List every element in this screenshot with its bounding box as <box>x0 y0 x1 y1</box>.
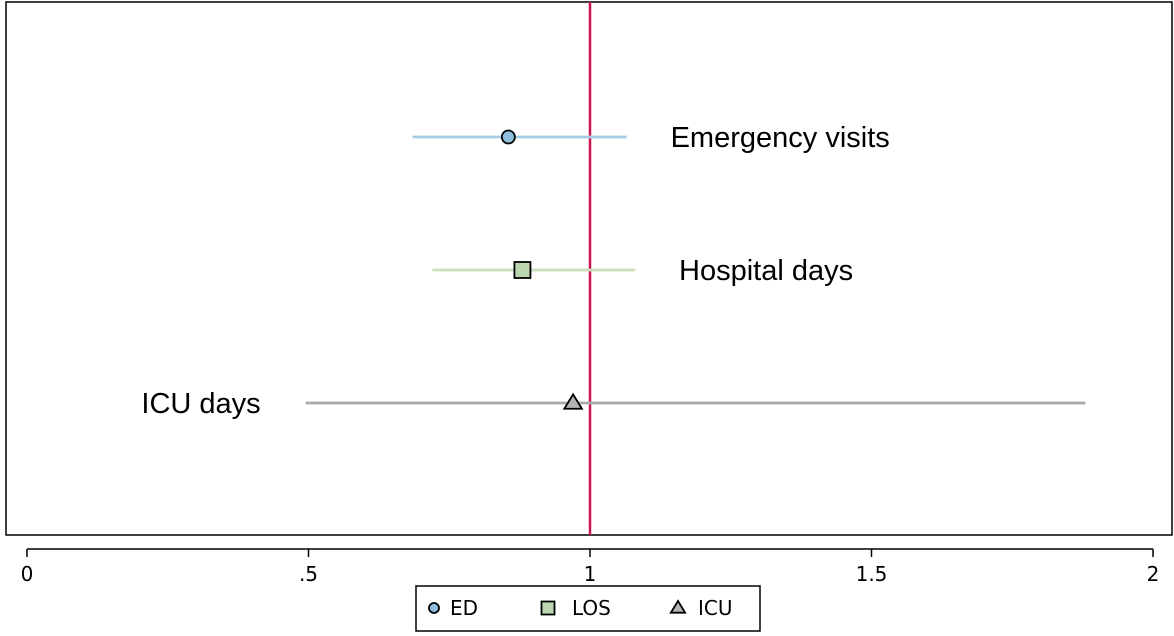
series-icu: ICU days <box>141 388 1086 420</box>
series-los: Hospital days <box>432 255 853 287</box>
legend-label: ICU <box>698 596 733 620</box>
series-group: Emergency visits Hospital days ICU days <box>141 122 1086 420</box>
series-label: Hospital days <box>679 255 853 287</box>
estimate-circle-marker <box>500 129 516 145</box>
series-ed: Emergency visits <box>412 122 890 154</box>
x-tick-label: 1 <box>584 562 597 586</box>
x-tick-label: 1.5 <box>856 562 888 586</box>
x-tick-label: .5 <box>299 562 318 586</box>
series-label: ICU days <box>141 388 260 420</box>
legend-box <box>415 585 761 632</box>
legend-item-ed: ED <box>428 596 478 620</box>
legend-triangle-icon <box>669 599 687 614</box>
legend-label: LOS <box>572 596 611 620</box>
legend-square-icon <box>540 600 556 616</box>
x-tick-label: 0 <box>21 562 34 586</box>
legend-label: ED <box>450 596 478 620</box>
legend-item-los: LOS <box>540 596 611 620</box>
estimate-triangle-marker <box>562 392 584 410</box>
legend-circle-icon <box>428 602 440 614</box>
legend-item-icu: ICU <box>669 596 733 620</box>
series-label: Emergency visits <box>671 122 890 154</box>
legend: ED LOS ICU <box>415 585 761 632</box>
estimate-square-marker <box>513 261 532 279</box>
x-tick-label: 2 <box>1147 562 1160 586</box>
x-axis: 0 .5 1 1.5 2 <box>21 548 1160 586</box>
